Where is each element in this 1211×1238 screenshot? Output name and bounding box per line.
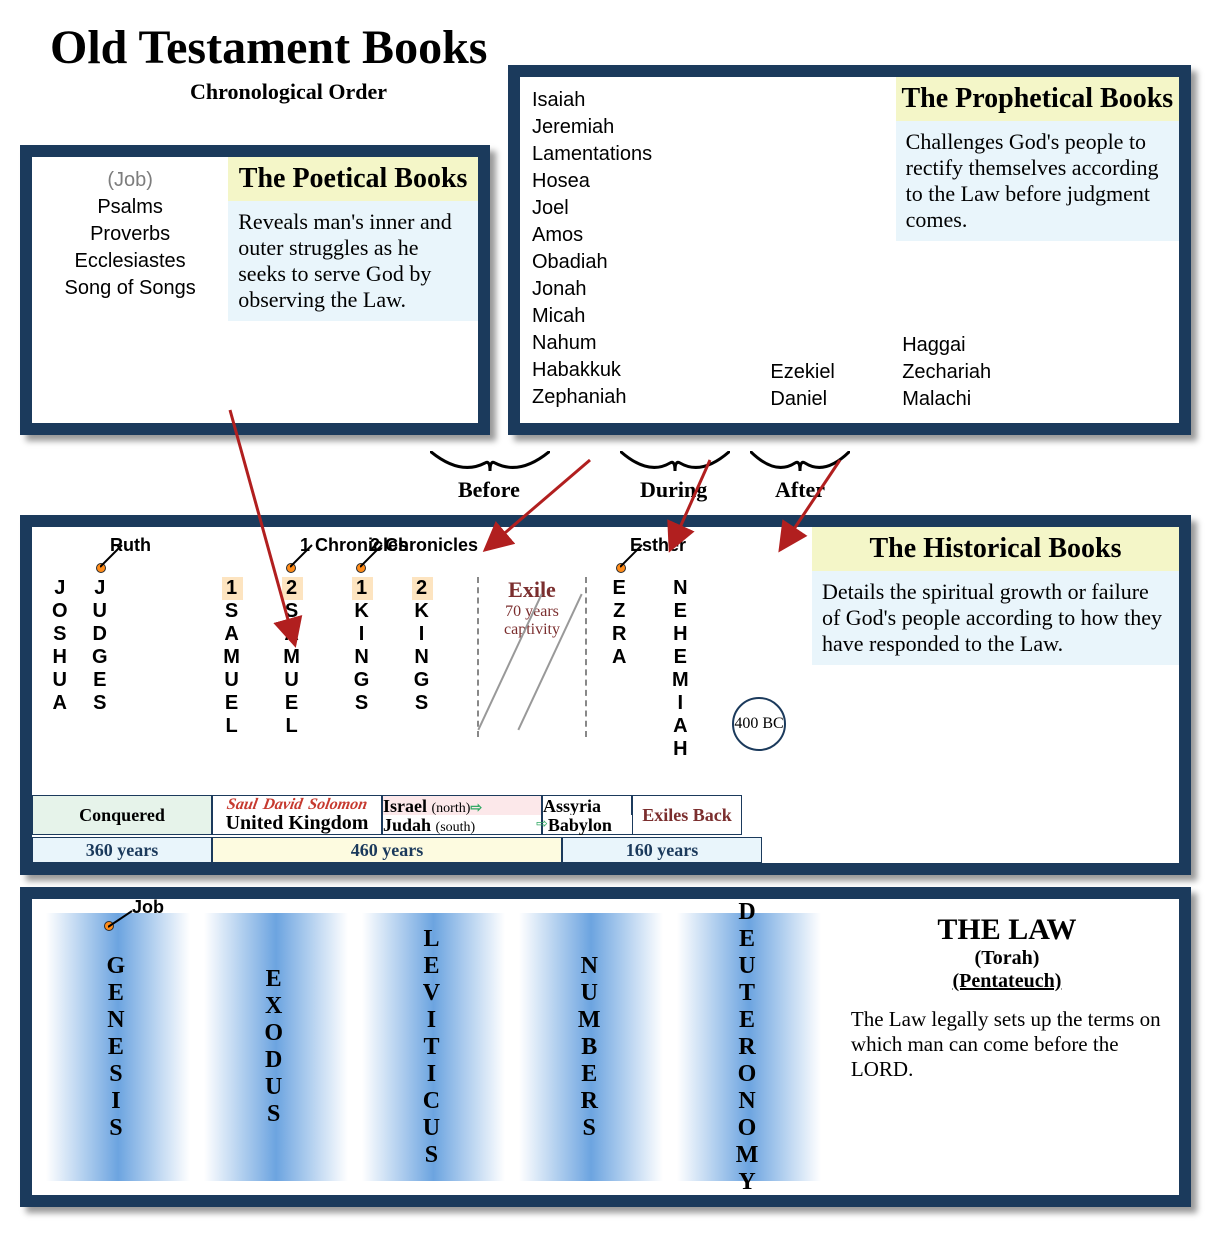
prophetical-before-list: IsaiahJeremiahLamentationsHoseaJoelAmosO… (520, 77, 718, 421)
historical-book: JOSHUA (52, 577, 70, 715)
during-label: During (640, 477, 707, 503)
assyria-cell: Assyria (543, 796, 631, 815)
dot-icon (356, 563, 366, 573)
poetical-book-list: (Job)PsalmsProverbsEcclesiastesSong of S… (32, 157, 228, 312)
dot-icon (286, 563, 296, 573)
prophetical-during-list: EzekielDaniel (770, 359, 889, 413)
prophetical-book: Malachi (902, 386, 1047, 413)
brace-row: Before During After (20, 445, 1191, 515)
conquered-cell: Conquered (32, 795, 212, 835)
prophetical-after-list: HaggaiZechariahMalachi (902, 332, 1047, 413)
poetical-book: (Job) (44, 167, 216, 194)
historical-annot: Esther (630, 535, 686, 556)
historical-book: EZRA (612, 577, 628, 669)
historical-annot: Ruth (110, 535, 151, 556)
babylon-cell: Babylon (548, 815, 638, 834)
prophetical-book: Lamentations (532, 141, 706, 168)
law-book: GENESIS (46, 913, 190, 1181)
prophetical-book: Daniel (770, 386, 889, 413)
dot-icon (616, 563, 626, 573)
exiles-back-cell: Exiles Back (632, 795, 742, 835)
job-annot: Job (132, 897, 164, 918)
historical-annot: 2 Chronicles (370, 535, 478, 556)
law-book: EXODUS (204, 913, 348, 1181)
prophetical-book: Isaiah (532, 87, 706, 114)
prophetical-book: Ezekiel (770, 359, 889, 386)
historical-book: 2KINGS (412, 577, 433, 715)
historical-book: 1KINGS (352, 577, 373, 715)
dot-icon (104, 921, 114, 931)
law-right: THE LAW (Torah)(Pentateuch) The Law lega… (835, 899, 1179, 1195)
prophetical-book: Zephaniah (532, 384, 706, 411)
prophetical-panel: IsaiahJeremiahLamentationsHoseaJoelAmosO… (508, 65, 1191, 435)
historical-desc: Details the spiritual growth or failure … (812, 571, 1179, 665)
judah-cell: Judah (south) (383, 815, 541, 834)
historical-book: NEHEMIAH (672, 577, 691, 761)
poetical-book: Psalms (44, 194, 216, 221)
law-desc: The Law legally sets up the terms on whi… (851, 1007, 1163, 1082)
historical-panel: Exile 70 years captivity 400 BC Conquere… (20, 515, 1191, 875)
prophetical-book: Hosea (532, 168, 706, 195)
prophetical-book: Haggai (902, 332, 1047, 359)
poetical-book: Song of Songs (44, 275, 216, 302)
israel-cell: Israel (north)⇨ (383, 796, 541, 815)
poetical-book: Ecclesiastes (44, 248, 216, 275)
prophetical-book: Obadiah (532, 249, 706, 276)
dot-icon (96, 563, 106, 573)
poetical-panel: (Job)PsalmsProverbsEcclesiastesSong of S… (20, 145, 490, 435)
kingdom-row: Conquered SaulDavidSolomon United Kingdo… (32, 795, 801, 835)
poetical-desc: Reveals man's inner and outer struggles … (228, 201, 478, 321)
prophetical-desc: Challenges God's people to rectify thems… (896, 121, 1179, 241)
historical-book: 2SAMUEL (282, 577, 303, 738)
prophetical-book: Jonah (532, 276, 706, 303)
date-circle: 400 BC (732, 697, 786, 751)
years-row: 360 years 460 years 160 years (32, 837, 801, 863)
prophetical-book: Micah (532, 303, 706, 330)
prophetical-book: Joel (532, 195, 706, 222)
united-cell: SaulDavidSolomon United Kingdom (212, 795, 382, 835)
law-panel: Job GENESISEXODUSLEVITICUSNUMBERSDEUTERO… (20, 887, 1191, 1207)
law-book: DEUTERONOMY (677, 913, 821, 1181)
historical-book: 1SAMUEL (222, 577, 243, 738)
historical-book: JUDGES (92, 577, 110, 715)
law-book: NUMBERS (519, 913, 663, 1181)
prophetical-book: Zechariah (902, 359, 1047, 386)
after-label: After (775, 477, 825, 503)
law-title: THE LAW (851, 913, 1163, 947)
prophetical-book: Amos (532, 222, 706, 249)
prophetical-book: Habakkuk (532, 357, 706, 384)
prophetical-book: Jeremiah (532, 114, 706, 141)
law-book: LEVITICUS (362, 913, 506, 1181)
poetical-title: The Poetical Books (228, 157, 478, 201)
prophetical-book: Nahum (532, 330, 706, 357)
before-label: Before (458, 477, 520, 503)
poetical-book: Proverbs (44, 221, 216, 248)
exile-title: Exile (479, 577, 585, 603)
prophetical-title: The Prophetical Books (896, 77, 1179, 121)
historical-title: The Historical Books (812, 527, 1179, 571)
